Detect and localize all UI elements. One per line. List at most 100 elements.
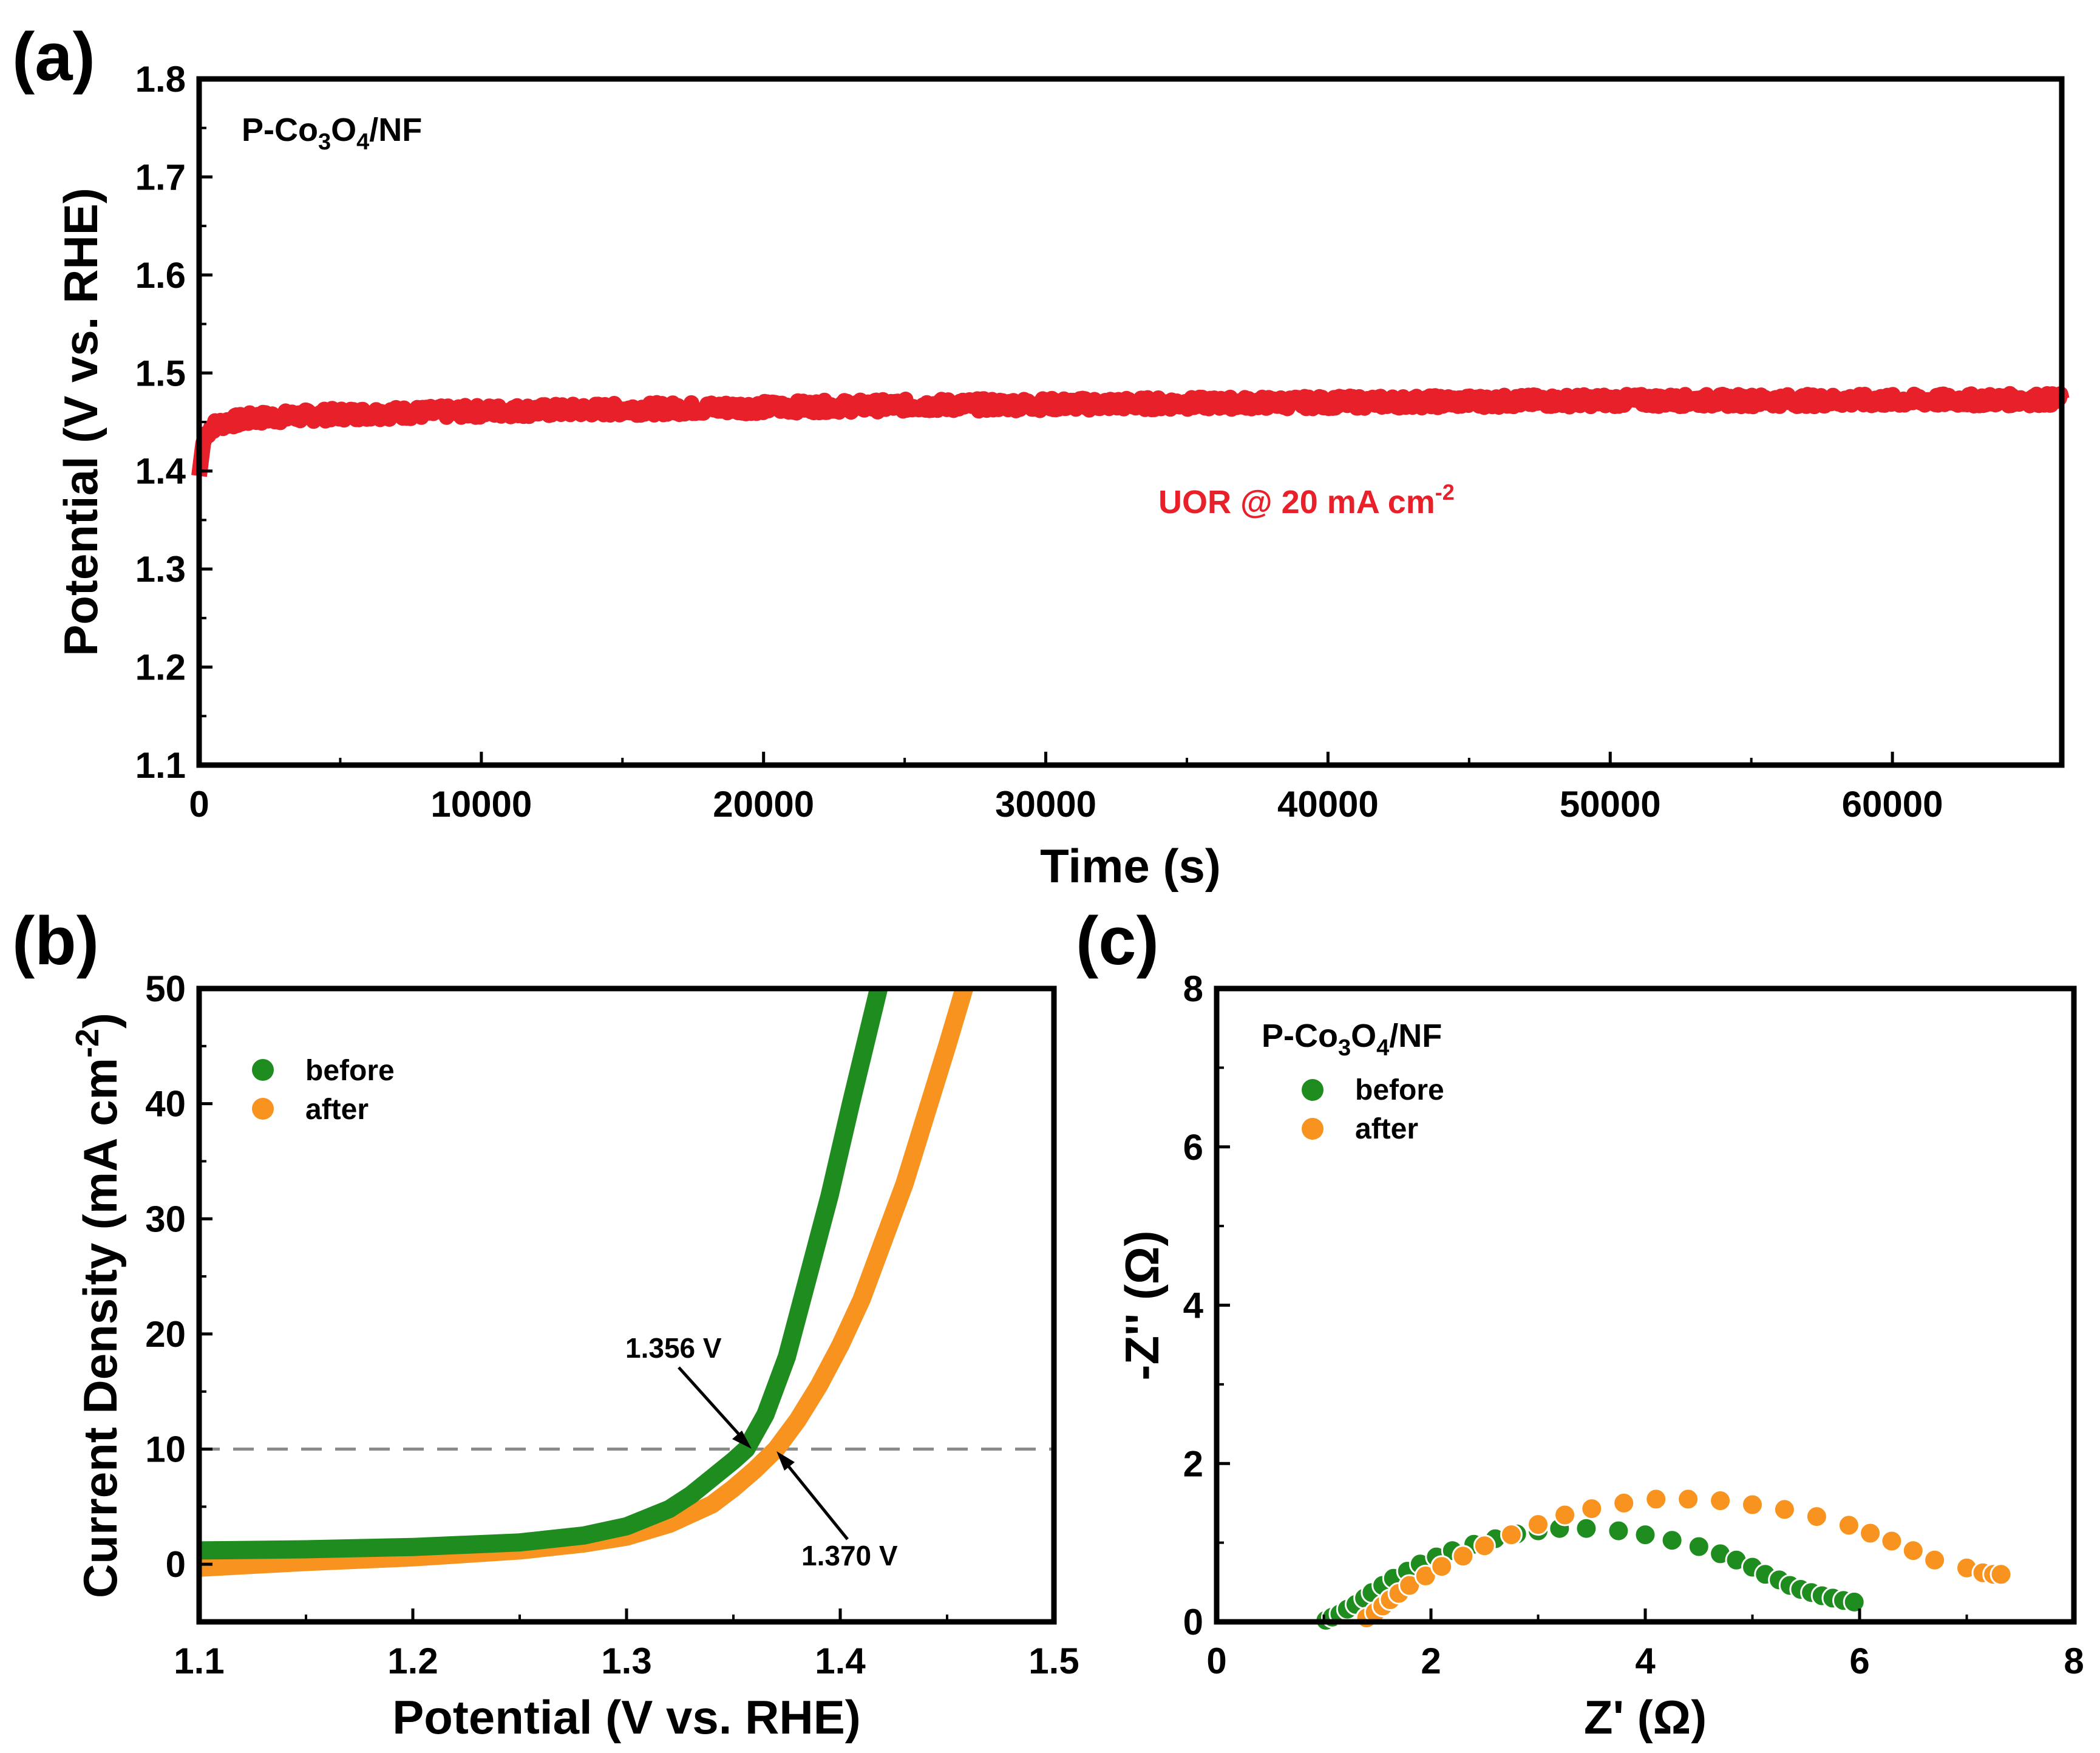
annotation-1370: 1.370 V [801, 1540, 898, 1571]
data-point-before [1575, 1517, 1598, 1540]
y-tick-label: 6 [1183, 1127, 1203, 1168]
panel-b: (b) 1.1 1.2 1.3 1.4 1.5 0 10 20 30 40 50 Potentia… [12, 903, 1079, 1744]
data-point-after [1709, 1489, 1732, 1512]
condition-text: UOR @ 20 mA cm [1158, 484, 1435, 520]
panel-b-x-axis-title: Potential (V vs. RHE) [392, 1690, 860, 1744]
y-tick-label: 0 [1183, 1602, 1203, 1642]
x-tick-label: 1.3 [601, 1641, 651, 1681]
sample-text-part: P-Co [1262, 1018, 1338, 1054]
y-tick-label: 0 [166, 1544, 186, 1585]
data-point-after [1473, 1534, 1496, 1557]
data-point-after [1901, 1539, 1925, 1562]
legend-marker-after [252, 1098, 274, 1120]
sample-subscript: 4 [1376, 1035, 1389, 1061]
legend-label-after: after [305, 1094, 369, 1126]
sample-subscript: 4 [356, 129, 369, 155]
data-point-after [1430, 1555, 1453, 1578]
y-tick-label: 40 [145, 1084, 186, 1125]
data-point-after [1612, 1491, 1636, 1514]
x-tick-label: 60000 [1842, 784, 1943, 825]
x-tick-label: 20000 [713, 784, 814, 825]
legend-label-before: before [1355, 1074, 1444, 1106]
data-point-after [1452, 1545, 1475, 1568]
x-tick-label: 50000 [1560, 784, 1661, 825]
data-point-before [1660, 1529, 1684, 1552]
data-point-after [1805, 1505, 1828, 1528]
sample-text-part: /NF [369, 112, 422, 148]
y-tick-label: 1.5 [135, 353, 186, 393]
y-tick-label: 1.3 [135, 549, 186, 590]
panel-c-sample-label: P-Co3O4/NF [1262, 1018, 1442, 1061]
y-tick-label: 1.4 [135, 451, 186, 492]
y-tick-label: 1.6 [135, 255, 186, 296]
sample-text-part: /NF [1389, 1018, 1442, 1054]
panel-b-x-ticks: 1.1 1.2 1.3 1.4 1.5 [174, 1608, 1079, 1681]
data-point-after [1554, 1503, 1577, 1527]
y-tick-label: 1.1 [135, 745, 186, 786]
panel-b-y-axis-title: Current Density (mA cm-2) [69, 1013, 127, 1598]
series-line-p-co3o4-nf [191, 386, 2070, 477]
ylabel-superscript: -2 [69, 1029, 106, 1058]
series-line-before [199, 989, 888, 1560]
data-point-after [1645, 1488, 1668, 1511]
x-tick-label: 2 [1421, 1641, 1441, 1681]
data-point-after [1773, 1498, 1796, 1521]
data-point-before [1843, 1590, 1866, 1613]
x-tick-label: 10000 [430, 784, 532, 825]
series-mean-line [197, 397, 2062, 477]
panel-a-sample-label: P-Co3O4/NF [242, 112, 422, 155]
x-tick-label: 6 [1849, 1641, 1869, 1681]
panel-a: (a) 0 10000 20000 30000 40000 50000 60000 1.11… [12, 19, 2070, 893]
y-tick-label: 1.7 [135, 157, 186, 197]
panel-a-x-ticks: 0 10000 20000 30000 40000 50000 60000 [189, 752, 1943, 825]
ylabel-text: Current Density (mA cm [73, 1058, 127, 1598]
sample-text-part: O [1351, 1018, 1376, 1054]
x-tick-label: 1.4 [815, 1641, 866, 1681]
legend-label-before: before [305, 1055, 395, 1087]
panel-a-x-axis-title: Time (s) [1040, 839, 1221, 893]
panel-c-y-axis-title: -Z'' (Ω) [1115, 1231, 1169, 1381]
sample-text-part: O [331, 112, 356, 148]
y-tick-label: 10 [145, 1429, 186, 1470]
condition-superscript: -2 [1435, 480, 1455, 505]
sample-subscript: 3 [318, 129, 331, 155]
data-point-after [1880, 1530, 1903, 1553]
panel-c-x-axis-title: Z' (Ω) [1584, 1690, 1707, 1744]
panel-b-y-ticks: 0 10 20 30 40 50 [145, 968, 212, 1585]
arrow-1370-head [776, 1451, 795, 1471]
panel-c-x-ticks: 0 2 4 6 8 [1206, 1608, 2084, 1681]
panel-a-y-ticks: 1.1 1.2 1.3 1.4 1.5 1.6 1.7 1.8 [135, 59, 212, 786]
panel-c-label: (c) [1076, 903, 1159, 979]
data-point-after [1580, 1497, 1603, 1520]
legend-marker-before [252, 1059, 274, 1081]
annotation-1356: 1.356 V [625, 1332, 722, 1364]
panel-a-label: (a) [12, 19, 95, 95]
data-point-after [1837, 1514, 1860, 1537]
x-tick-label: 30000 [995, 784, 1096, 825]
panel-a-plot-area [191, 386, 2070, 477]
data-point-after [1741, 1493, 1764, 1516]
x-tick-label: 0 [189, 784, 209, 825]
panel-c-plot-area [1314, 1488, 2013, 1632]
legend-marker-before [1302, 1079, 1324, 1101]
panel-a-condition-label: UOR @ 20 mA cm-2 [1158, 480, 1455, 520]
data-point-after [1923, 1548, 1946, 1571]
panel-b-label: (b) [12, 903, 99, 979]
data-point-after [1677, 1488, 1700, 1511]
data-point-after [1500, 1523, 1523, 1547]
y-tick-label: 20 [145, 1314, 186, 1355]
x-tick-label: 40000 [1277, 784, 1379, 825]
panel-b-plot-area [199, 989, 1054, 1577]
sample-subscript: 3 [1338, 1035, 1351, 1061]
y-tick-label: 1.8 [135, 59, 186, 100]
arrow-1356-shaft [678, 1366, 746, 1442]
data-point-after [1990, 1563, 2013, 1586]
panel-b-legend: before after [252, 1055, 395, 1126]
y-tick-label: 1.2 [135, 647, 186, 688]
panel-c-y-ticks: 0 2 4 6 8 [1183, 968, 1230, 1642]
y-tick-label: 4 [1183, 1285, 1204, 1326]
arrow-1356-head [732, 1431, 752, 1449]
x-tick-label: 0 [1206, 1641, 1226, 1681]
